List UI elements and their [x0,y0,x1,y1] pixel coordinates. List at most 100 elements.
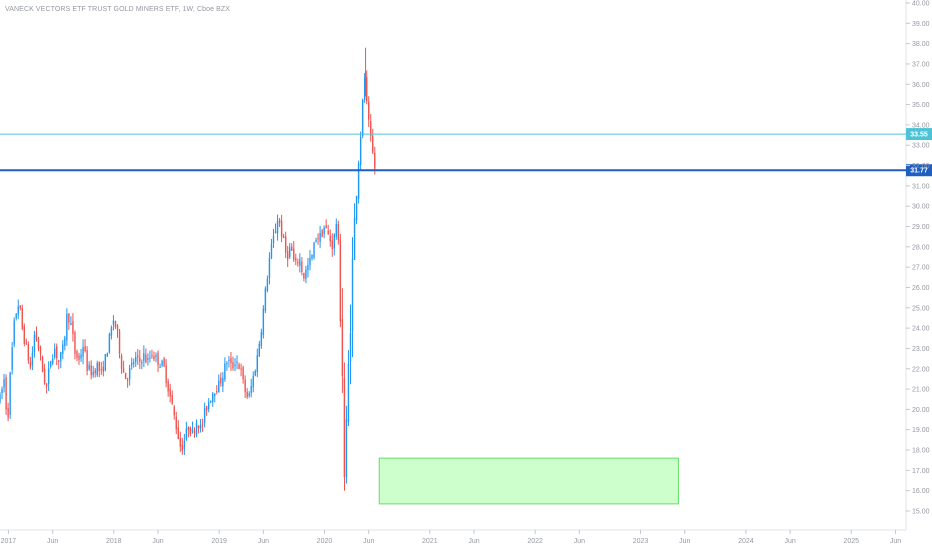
candle-body [185,428,188,440]
candle-body [228,359,230,361]
candle-body [66,313,68,341]
x-tick-label: Jun [574,538,585,545]
candle-body [165,365,167,383]
candle-body [276,221,279,234]
x-tick-label: 2017 [1,538,17,545]
candle-body [68,313,70,323]
candle-body [27,344,30,361]
candle-body [214,393,216,396]
candle-body [205,406,208,411]
candle-body [133,362,135,364]
candle-body [177,427,179,439]
candle-body [297,262,299,264]
candle-body [203,408,206,423]
x-tick-label: Jun [363,538,374,545]
candle-body [359,137,362,166]
candle-body [345,419,348,477]
price-label-box [906,128,932,141]
candle-body [256,355,258,372]
x-tick-label: Jun [784,538,795,545]
candle-body [104,354,107,371]
y-tick-label: 29.00 [912,224,930,231]
candle-body [361,100,364,137]
candle-body [179,437,182,447]
candle-body [82,347,84,357]
candle-body [19,305,21,309]
time-axis[interactable]: 2017 Jun 2018 Jun 2019 Jun 2020 Jun 2021 Jun 2022 J… [1,530,902,545]
candle-body [258,343,261,357]
candle-body [278,219,281,223]
candle-body [207,402,210,410]
candle-body [139,357,141,362]
candle-body [147,358,149,360]
candle-body [90,365,92,376]
x-tick-label: 2021 [422,538,438,545]
candle-body [272,235,275,244]
candle-body [353,217,356,260]
candle-body [313,242,315,258]
candle-body [209,400,212,403]
candle-body [43,368,46,384]
candle-body [23,326,26,344]
price-label-box [906,164,932,177]
candle-body [309,257,311,266]
candle-body [126,379,129,381]
price-axis[interactable]: 15.00 16.00 17.00 18.00 19.00 20.00 21.00 22.00… [906,1,930,516]
candle-body [363,77,366,100]
x-tick-label: Jun [679,538,690,545]
candle-body [349,333,352,362]
y-tick-label: 26.00 [912,285,930,292]
candle-body [319,233,321,242]
candle-body [70,323,72,325]
candle-body [282,236,285,238]
y-tick-label: 25.00 [912,305,930,312]
y-tick-label: 16.00 [912,488,930,495]
candle-body [151,355,153,357]
candle-body [124,372,127,380]
candle-body [106,353,109,357]
x-tick-label: 2022 [527,538,543,545]
candle-body [264,288,267,311]
candle-body [244,379,246,393]
candle-body [47,368,50,384]
candle-body [173,406,175,416]
y-tick-label: 37.00 [912,61,930,68]
candle-body [141,362,143,364]
candle-body [218,380,220,393]
x-tick-label: 2024 [738,538,754,545]
candle-body [169,388,171,397]
candle-body [238,364,240,370]
candle-body [80,354,82,359]
candle-body [286,251,289,260]
target-zone-rectangle[interactable] [378,457,679,505]
y-tick-label: 39.00 [912,21,930,28]
candle-body [94,370,96,374]
candle-body [51,359,54,364]
candle-body [112,320,115,325]
candle-body [250,386,252,393]
candle-body [100,369,102,371]
candle-body [325,225,327,229]
candle-body [311,254,313,259]
candle-body [254,370,256,376]
candle-body [84,346,86,352]
candle-body [116,325,119,331]
candle-body [321,230,323,237]
y-tick-label: 38.00 [912,41,930,48]
candle-body [291,246,293,251]
candles-group [0,47,376,491]
candle-body [236,361,238,363]
candle-body [357,163,360,199]
y-tick-label: 22.00 [912,366,930,373]
candle-body [331,240,333,250]
candle-body [355,196,358,221]
y-tick-label: 18.00 [912,448,930,455]
candle-body [56,346,58,358]
candle-body [280,221,283,237]
candle-body [54,348,56,358]
candle-body [5,377,7,410]
candle-body [230,357,232,364]
candle-body [351,258,354,331]
candle-body [145,354,147,363]
